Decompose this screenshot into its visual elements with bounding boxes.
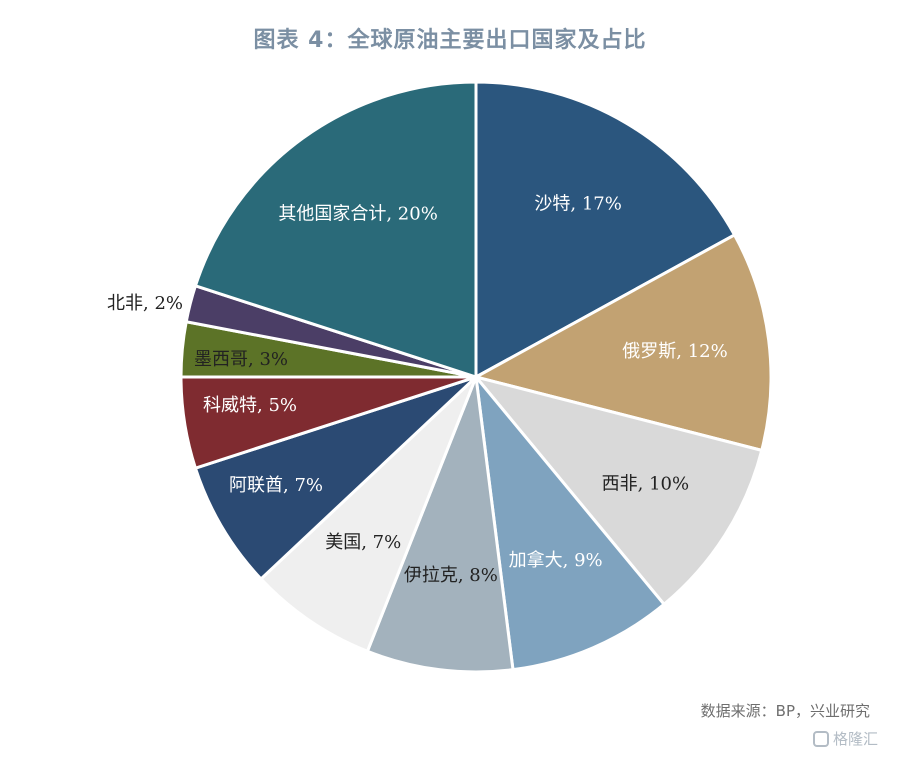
pie-slice-3	[473, 372, 667, 672]
source-note: 数据来源：BP，兴业研究	[700, 702, 870, 720]
pie-slice-label-8: 墨西哥, 3%	[194, 349, 288, 370]
watermark-text: 格隆汇	[832, 730, 878, 748]
pie-slice-5	[258, 375, 478, 654]
pie-slice-label-10: 其他国家合计, 20%	[278, 204, 437, 225]
pie-slice-label-0: 沙特, 17%	[534, 193, 621, 214]
pie-slice-label-7: 科威特, 5%	[203, 395, 297, 416]
pie-slice-label-1: 俄罗斯, 12%	[622, 341, 727, 362]
watermark: 格隆汇	[812, 728, 878, 749]
pie-slice-10	[193, 80, 478, 380]
pie-slice-6	[193, 375, 478, 582]
pie-slice-4	[365, 376, 515, 674]
pie-slice-label-5: 美国, 7%	[325, 532, 401, 553]
pie-slice-label-6: 阿联酋, 7%	[229, 475, 323, 496]
watermark-logo-icon	[812, 730, 829, 747]
chart-title: 图表 4：全球原油主要出口国家及占比	[253, 28, 647, 53]
pie-slice-label-4: 伊拉克, 8%	[404, 565, 498, 586]
pie-slice-2	[471, 374, 764, 607]
pie-slice-1	[471, 232, 773, 453]
pie-slice-0	[474, 80, 737, 380]
pie-slice-label-9: 北非, 2%	[107, 293, 183, 314]
pie-slice-label-3: 加拿大, 9%	[509, 549, 603, 571]
pie-slice-label-2: 西非, 10%	[602, 473, 689, 494]
